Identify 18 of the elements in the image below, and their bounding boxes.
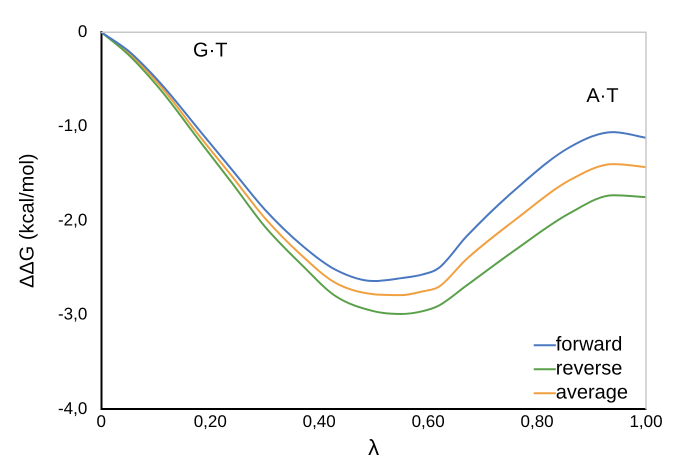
x-tick-label: 0,60 — [412, 412, 445, 432]
annotation: A·T — [586, 84, 619, 107]
x-tick-label: 0,20 — [194, 412, 227, 432]
annotation: G·T — [193, 40, 228, 62]
x-tick-label: 0,80 — [520, 412, 554, 432]
x-tick-label: 1,00 — [629, 412, 663, 432]
legend-label: forward — [556, 334, 622, 356]
legend-label: reverse — [556, 358, 622, 380]
x-tick-label: 0,40 — [302, 412, 336, 432]
x-tick-label: 0 — [96, 412, 106, 432]
y-tick-label: 0 — [78, 22, 88, 41]
y-tick-label: -3,0 — [58, 304, 88, 324]
y-tick-label: -4,0 — [58, 398, 88, 418]
y-tick-label: -1,0 — [58, 116, 88, 136]
legend-label: average — [556, 382, 628, 404]
y-tick-label: -2,0 — [58, 210, 88, 230]
x-axis-title: λ — [368, 434, 380, 460]
y-axis-title: ΔΔG (kcal/mol) — [16, 153, 39, 288]
